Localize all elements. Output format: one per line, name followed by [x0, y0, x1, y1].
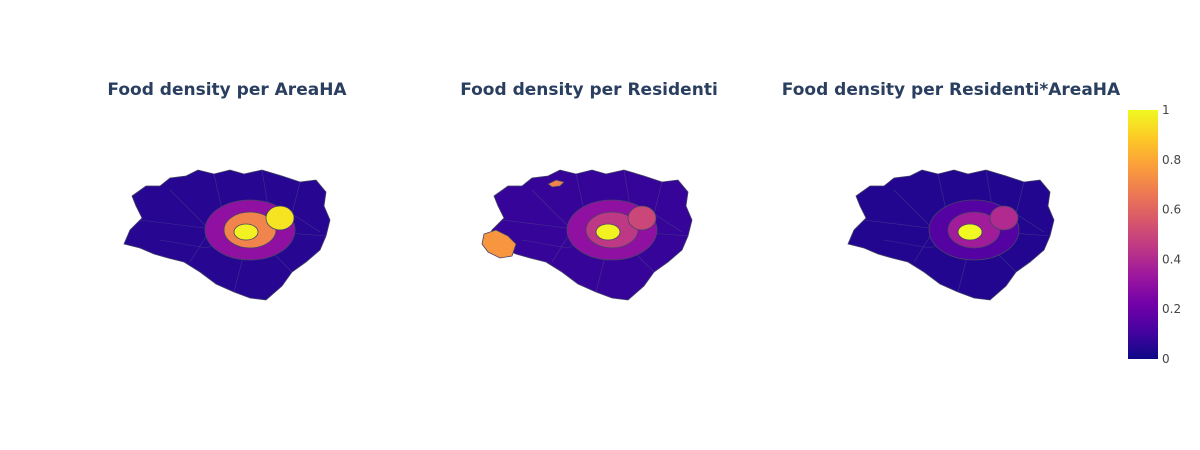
- map-region-center-west: [595, 223, 621, 241]
- map-region-west-outlier: [481, 229, 517, 259]
- choropleth-map-residenti: [481, 169, 693, 301]
- map-region-center-west: [957, 223, 983, 241]
- district-boundary: [623, 169, 631, 207]
- colorbar-tick-label: 0.4: [1162, 252, 1181, 266]
- district-boundary: [261, 169, 269, 207]
- map-region-center-east: [265, 205, 295, 231]
- colorbar-tick-label: 0: [1162, 352, 1170, 366]
- panel-title-residenti-areaha: Food density per Residenti*AreaHA: [782, 80, 1121, 100]
- panel-title-residenti: Food density per Residenti: [460, 80, 718, 100]
- map-region-center-west: [233, 223, 259, 241]
- colorbar-gradient: [1128, 110, 1158, 359]
- colorbar-tick-label: 0.8: [1162, 153, 1181, 167]
- colorbar-tick-label: 0.2: [1162, 302, 1181, 316]
- choropleth-map-areaha: [123, 169, 331, 301]
- colorbar-tick-label: 1: [1162, 103, 1170, 117]
- panel-title-areaha: Food density per AreaHA: [107, 80, 347, 100]
- map-region-north-outlier: [547, 179, 565, 188]
- colorbar-tick-label: 0.6: [1162, 203, 1181, 217]
- colorbar: 0 0.2 0.4 0.6 0.8 1: [1128, 103, 1181, 366]
- choropleth-map-residenti-areaha: [847, 169, 1055, 301]
- map-region-center-east: [989, 205, 1019, 231]
- district-boundary: [501, 219, 568, 229]
- district-boundary: [139, 219, 206, 229]
- district-boundary: [985, 169, 993, 207]
- district-boundary: [863, 219, 930, 229]
- map-region-center-east: [627, 205, 657, 231]
